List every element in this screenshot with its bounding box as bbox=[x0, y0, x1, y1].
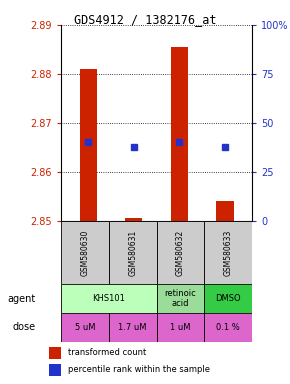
FancyBboxPatch shape bbox=[204, 221, 252, 284]
Text: 1.7 uM: 1.7 uM bbox=[118, 323, 147, 332]
FancyBboxPatch shape bbox=[61, 221, 109, 284]
Text: 5 uM: 5 uM bbox=[75, 323, 95, 332]
Bar bbox=[79, 69, 97, 221]
FancyBboxPatch shape bbox=[204, 284, 252, 313]
FancyBboxPatch shape bbox=[109, 221, 157, 284]
Bar bbox=[49, 347, 61, 359]
Text: percentile rank within the sample: percentile rank within the sample bbox=[68, 366, 211, 374]
Bar bbox=[216, 201, 234, 221]
Text: KHS101: KHS101 bbox=[92, 294, 125, 303]
Text: 0.1 %: 0.1 % bbox=[217, 323, 240, 332]
FancyBboxPatch shape bbox=[157, 284, 204, 313]
Text: 1 uM: 1 uM bbox=[170, 323, 191, 332]
Text: GSM580633: GSM580633 bbox=[224, 229, 233, 276]
Bar bbox=[125, 218, 142, 221]
Bar bbox=[171, 47, 188, 221]
FancyBboxPatch shape bbox=[157, 313, 204, 342]
Text: GDS4912 / 1382176_at: GDS4912 / 1382176_at bbox=[74, 13, 216, 26]
Text: agent: agent bbox=[8, 293, 36, 304]
Text: DMSO: DMSO bbox=[215, 294, 241, 303]
Text: GSM580631: GSM580631 bbox=[128, 229, 137, 276]
FancyBboxPatch shape bbox=[61, 313, 109, 342]
Text: dose: dose bbox=[13, 322, 36, 333]
Text: retinoic
acid: retinoic acid bbox=[165, 289, 196, 308]
Text: GSM580632: GSM580632 bbox=[176, 229, 185, 276]
Bar bbox=[49, 364, 61, 376]
FancyBboxPatch shape bbox=[204, 313, 252, 342]
Text: transformed count: transformed count bbox=[68, 348, 147, 357]
FancyBboxPatch shape bbox=[109, 313, 157, 342]
FancyBboxPatch shape bbox=[61, 284, 157, 313]
Text: GSM580630: GSM580630 bbox=[80, 229, 89, 276]
FancyBboxPatch shape bbox=[157, 221, 204, 284]
